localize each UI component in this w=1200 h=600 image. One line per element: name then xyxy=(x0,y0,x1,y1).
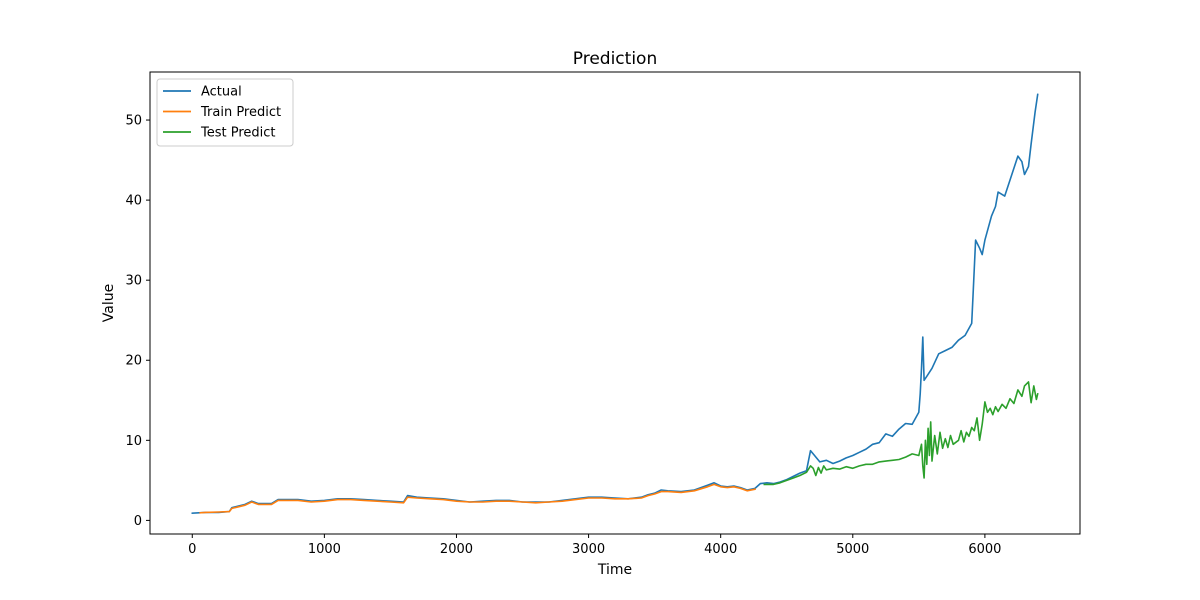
x-tick-label: 3000 xyxy=(572,542,605,557)
x-tick-label: 1000 xyxy=(308,542,341,557)
legend-label-train-predict: Train Predict xyxy=(200,105,281,120)
legend-box xyxy=(156,78,294,147)
x-tick-label: 0 xyxy=(188,542,196,557)
x-axis: 0 1000 2000 3000 4000 5000 6000 xyxy=(188,534,1001,557)
series-line-train-predict xyxy=(199,483,756,514)
y-tick-label: 40 xyxy=(125,194,142,209)
series-layer xyxy=(191,93,1039,515)
legend-label-actual: Actual xyxy=(201,85,242,100)
x-tick-label: 5000 xyxy=(836,542,869,557)
legend-label-test-predict: Test Predict xyxy=(200,126,276,141)
y-tick-label: 20 xyxy=(125,354,142,369)
legend: Actual Train Predict Test Predict xyxy=(156,78,294,147)
legend-items: Actual Train Predict Test Predict xyxy=(163,85,281,141)
series-line-test-predict xyxy=(763,381,1039,486)
chart-title: Prediction xyxy=(573,49,657,69)
y-axis-label: Value xyxy=(101,284,117,322)
y-tick-label: 30 xyxy=(125,274,142,289)
y-axis: 0 10 20 30 40 50 xyxy=(125,114,150,529)
y-tick-label: 50 xyxy=(125,114,142,129)
x-tick-label: 4000 xyxy=(704,542,737,557)
x-axis-label: Time xyxy=(597,562,632,578)
x-tick-label: 6000 xyxy=(968,542,1001,557)
y-tick-label: 10 xyxy=(125,434,142,449)
plot-frame xyxy=(149,71,1081,535)
x-tick-label: 2000 xyxy=(440,542,473,557)
y-tick-label: 0 xyxy=(134,514,142,529)
